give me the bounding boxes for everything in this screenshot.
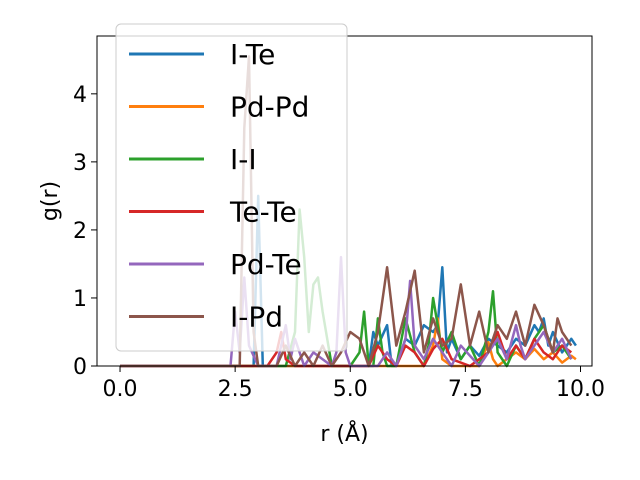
legend: I-Te Pd-Pd I-I Te-Te Pd-Te I-Pd (115, 23, 348, 352)
y-tick-label: 4 (73, 83, 87, 108)
legend-label: Pd-Pd (230, 91, 309, 124)
y-axis-label: g(r) (38, 181, 63, 221)
x-tick-label: 0.0 (103, 377, 138, 402)
legend-label: I-Pd (230, 301, 283, 334)
x-tick-label: 5.0 (333, 377, 368, 402)
y-axis: 0 1 2 3 4 (73, 83, 97, 380)
legend-label: Pd-Te (230, 248, 302, 281)
x-tick-label: 7.5 (448, 377, 483, 402)
y-tick-label: 2 (73, 219, 87, 244)
series-line-5 (120, 55, 573, 368)
legend-label: Te-Te (229, 196, 297, 229)
legend-label: I-I (230, 143, 257, 176)
series-line-3 (120, 330, 573, 368)
x-axis: 0.0 2.5 5.0 7.5 10.0 (103, 366, 605, 402)
x-tick-label: 2.5 (218, 377, 253, 402)
x-tick-label: 10.0 (556, 377, 605, 402)
y-tick-label: 1 (73, 287, 87, 312)
y-tick-label: 0 (73, 355, 87, 380)
x-axis-label: r (Å) (320, 420, 368, 447)
legend-label: I-Te (230, 38, 275, 71)
y-tick-label: 3 (73, 151, 87, 176)
